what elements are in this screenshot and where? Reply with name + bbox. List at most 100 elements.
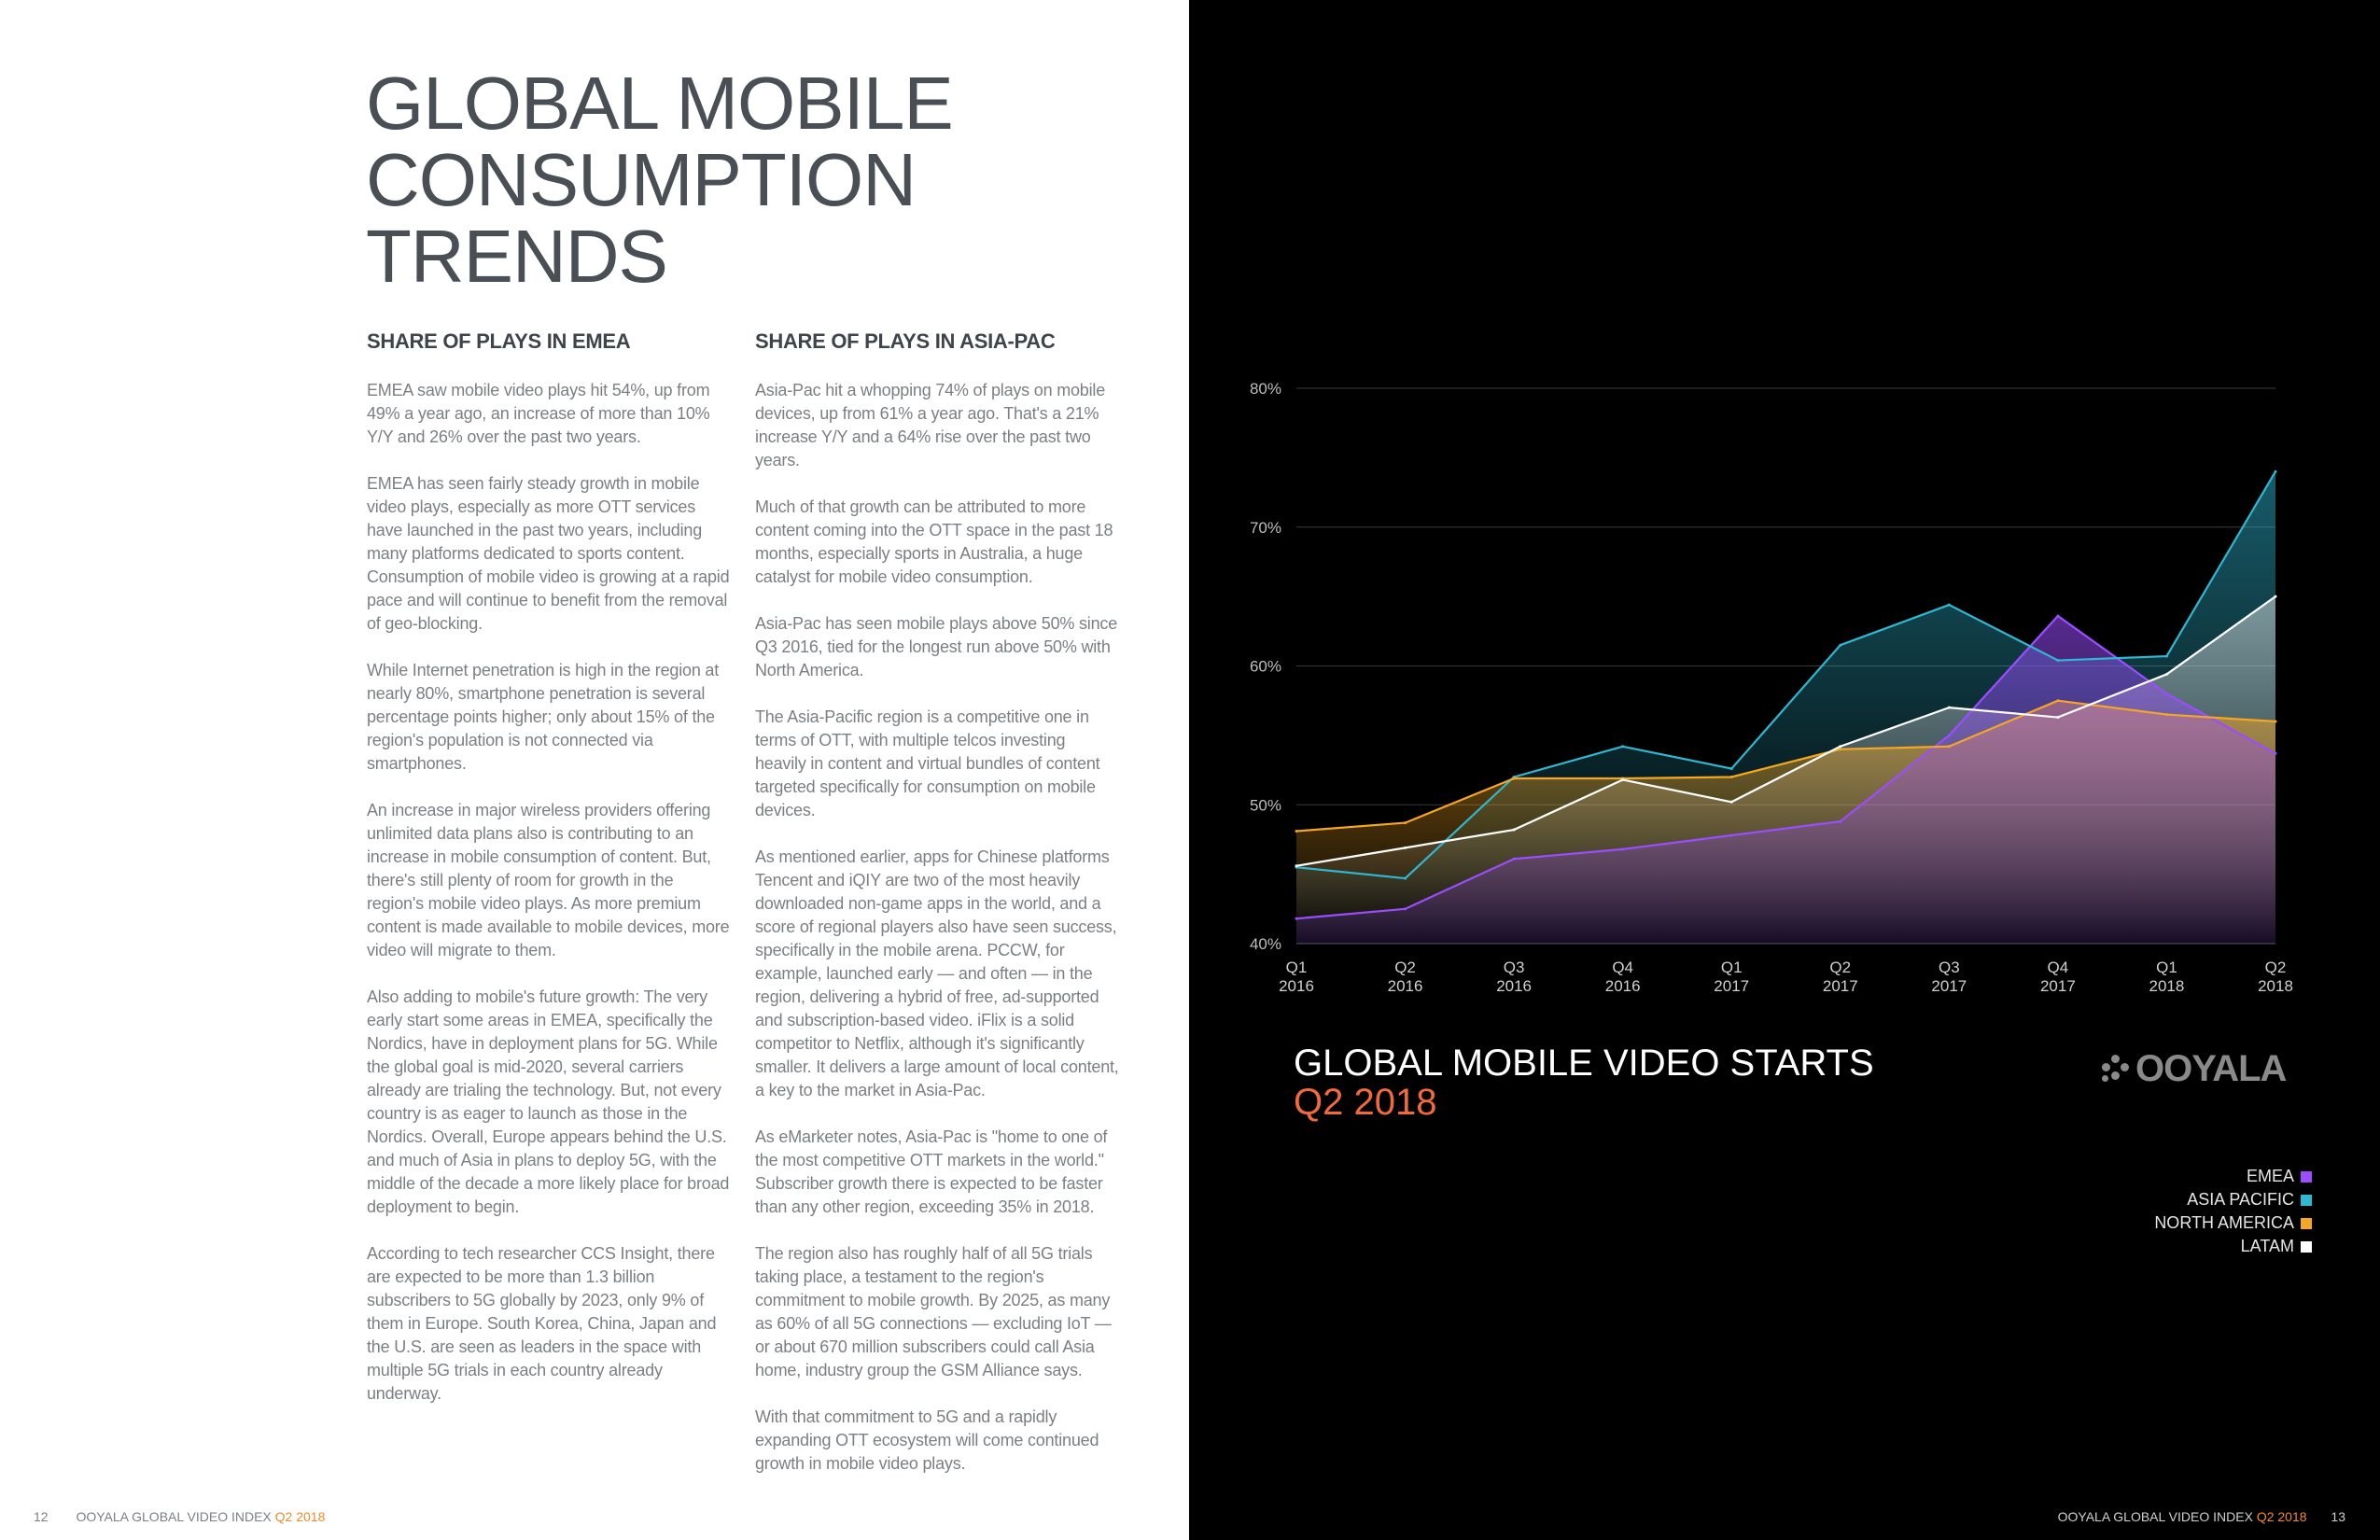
y-tick-label: 80%: [1250, 380, 1281, 398]
data-point: [2164, 692, 2168, 695]
y-tick-label: 50%: [1250, 796, 1281, 814]
data-point: [1729, 767, 1733, 771]
legend-swatch: [2301, 1240, 2312, 1253]
legend-item-latam: LATAM: [2154, 1235, 2312, 1258]
y-tick-label: 40%: [1250, 935, 1281, 953]
x-tick-label: 2018: [2258, 977, 2293, 995]
data-point: [2274, 595, 2277, 598]
data-point: [1621, 847, 1625, 851]
data-point: [1404, 876, 1407, 880]
data-point: [1729, 833, 1733, 837]
emea-paragraph: EMEA saw mobile video plays hit 54%, up …: [367, 381, 710, 446]
data-point: [1512, 777, 1516, 780]
chart-legend: EMEA ASIA PACIFIC NORTH AMERICA LATAM: [2154, 1165, 2312, 1258]
legend-item-north-america: NORTH AMERICA: [2154, 1211, 2312, 1235]
asia-pac-paragraph: As eMarketer notes, Asia-Pac is "home to…: [755, 1127, 1108, 1216]
data-point: [1512, 828, 1516, 832]
footer-period: Q2 2018: [274, 1509, 326, 1524]
right-page: 40% 50% 60% 70% 80% Q1 2016 Q2 2016 Q3 2016 Q4 2016 Q…: [1189, 0, 2380, 1540]
asia-pac-paragraph: Much of that growth can be attributed to…: [755, 497, 1113, 586]
x-tick-label: 2016: [1279, 977, 1314, 995]
asia-pac-heading: SHARE OF PLAYS IN ASIA-PAC: [755, 329, 1056, 353]
data-point: [2274, 720, 2277, 723]
footer-left: 12 OOYALA GLOBAL VIDEO INDEX Q2 2018: [34, 1509, 325, 1524]
data-point: [2274, 469, 2277, 473]
data-point: [1729, 776, 1733, 778]
x-tick-label: Q4: [2048, 959, 2069, 976]
series-line-north-america: [1295, 699, 2276, 833]
x-tick-label: 2017: [1931, 977, 1967, 995]
legend-label: ASIA PACIFIC: [2187, 1190, 2294, 1209]
footer-label: OOYALA GLOBAL VIDEO INDEX: [2057, 1509, 2253, 1524]
x-tick-label: 2016: [1388, 977, 1423, 995]
ooyala-logo: OOYALA: [2096, 1045, 2287, 1092]
asia-pac-paragraph: Asia-Pac has seen mobile plays above 50%…: [755, 614, 1118, 679]
emea-paragraph: While Internet penetration is high in th…: [367, 661, 720, 773]
x-tick-label: 2016: [1496, 977, 1532, 995]
data-point: [2164, 654, 2168, 658]
legend-label: EMEA: [2246, 1167, 2294, 1185]
emea-heading: SHARE OF PLAYS IN EMEA: [367, 329, 631, 353]
ooyala-logo-icon: [2096, 1049, 2135, 1088]
x-tick-label: Q2: [1394, 959, 1416, 976]
data-point: [1404, 846, 1407, 849]
legend-swatch: [2301, 1217, 2312, 1229]
x-tick-label: Q3: [1504, 959, 1525, 976]
data-point: [2056, 716, 2060, 720]
x-tick-label: 2017: [2040, 977, 2076, 995]
data-point: [1839, 643, 1842, 647]
left-page: GLOBAL MOBILE CONSUMPTION TRENDS SHARE O…: [0, 0, 1189, 1540]
x-tick-label: Q2: [2265, 959, 2287, 976]
series-line-emea: [1295, 614, 2276, 920]
data-point: [1839, 745, 1842, 749]
data-point: [2164, 713, 2168, 717]
x-tick-label: Q3: [1939, 959, 1960, 976]
asia-pac-paragraph: Asia-Pac hit a whopping 74% of plays on …: [755, 381, 1106, 469]
asia-pac-paragraph: As mentioned earlier, apps for Chinese p…: [755, 847, 1119, 1099]
legend-swatch: [2301, 1170, 2312, 1183]
footer-label: OOYALA GLOBAL VIDEO INDEX: [76, 1509, 272, 1524]
data-point: [1404, 907, 1407, 911]
footer-period: Q2 2018: [2256, 1509, 2307, 1524]
data-point: [1947, 603, 1951, 607]
asia-pac-paragraph: The region also has roughly half of all …: [755, 1244, 1112, 1379]
x-tick-label: Q1: [1286, 959, 1308, 976]
footer-right: OOYALA GLOBAL VIDEO INDEX Q2 2018 13: [2058, 1509, 2345, 1524]
x-tick-label: Q1: [2156, 959, 2177, 976]
asia-pac-paragraph: With that commitment to 5G and a rapidly…: [755, 1407, 1099, 1473]
emea-paragraph: According to tech researcher CCS Insight…: [367, 1244, 717, 1403]
x-tick-label: Q1: [1721, 959, 1743, 976]
data-point: [1839, 819, 1842, 823]
data-point: [1512, 857, 1516, 861]
page-title: GLOBAL MOBILE CONSUMPTION TRENDS: [366, 65, 1019, 295]
x-tick-label: Q4: [1612, 959, 1633, 976]
title-line-2: CONSUMPTION: [366, 138, 917, 221]
x-tick-label: 2018: [2149, 977, 2185, 995]
page-number: 12: [34, 1509, 49, 1524]
data-point: [1404, 821, 1407, 825]
chart-subtitle: Q2 2018: [1294, 1082, 1437, 1123]
title-line-3: TRENDS: [366, 215, 668, 298]
emea-column: SHARE OF PLAYS IN EMEA EMEA saw mobile v…: [367, 329, 731, 1429]
data-point: [1839, 748, 1842, 751]
data-point: [1947, 745, 1951, 749]
data-point: [2056, 699, 2060, 703]
chart-title: GLOBAL MOBILE VIDEO STARTS: [1294, 1043, 1874, 1084]
legend-label: LATAM: [2240, 1237, 2294, 1255]
x-tick-label: Q2: [1829, 959, 1851, 976]
asia-pac-paragraph: The Asia-Pacific region is a competitive…: [755, 707, 1100, 819]
data-point: [1621, 745, 1625, 749]
asia-pac-column: SHARE OF PLAYS IN ASIA-PAC Asia-Pac hit …: [755, 329, 1119, 1499]
data-point: [2164, 672, 2168, 676]
data-point: [1295, 917, 1298, 920]
y-tick-label: 60%: [1250, 658, 1281, 676]
legend-swatch: [2301, 1194, 2312, 1206]
x-tick-label: 2017: [1714, 977, 1749, 995]
x-tick-label: 2017: [1823, 977, 1858, 995]
logo-text: OOYALA: [2135, 1047, 2287, 1089]
data-point: [1621, 777, 1625, 781]
series-area-emea: [1296, 615, 2275, 944]
data-point: [2056, 614, 2060, 618]
data-point: [1947, 706, 1951, 709]
legend-label: NORTH AMERICA: [2154, 1213, 2294, 1232]
